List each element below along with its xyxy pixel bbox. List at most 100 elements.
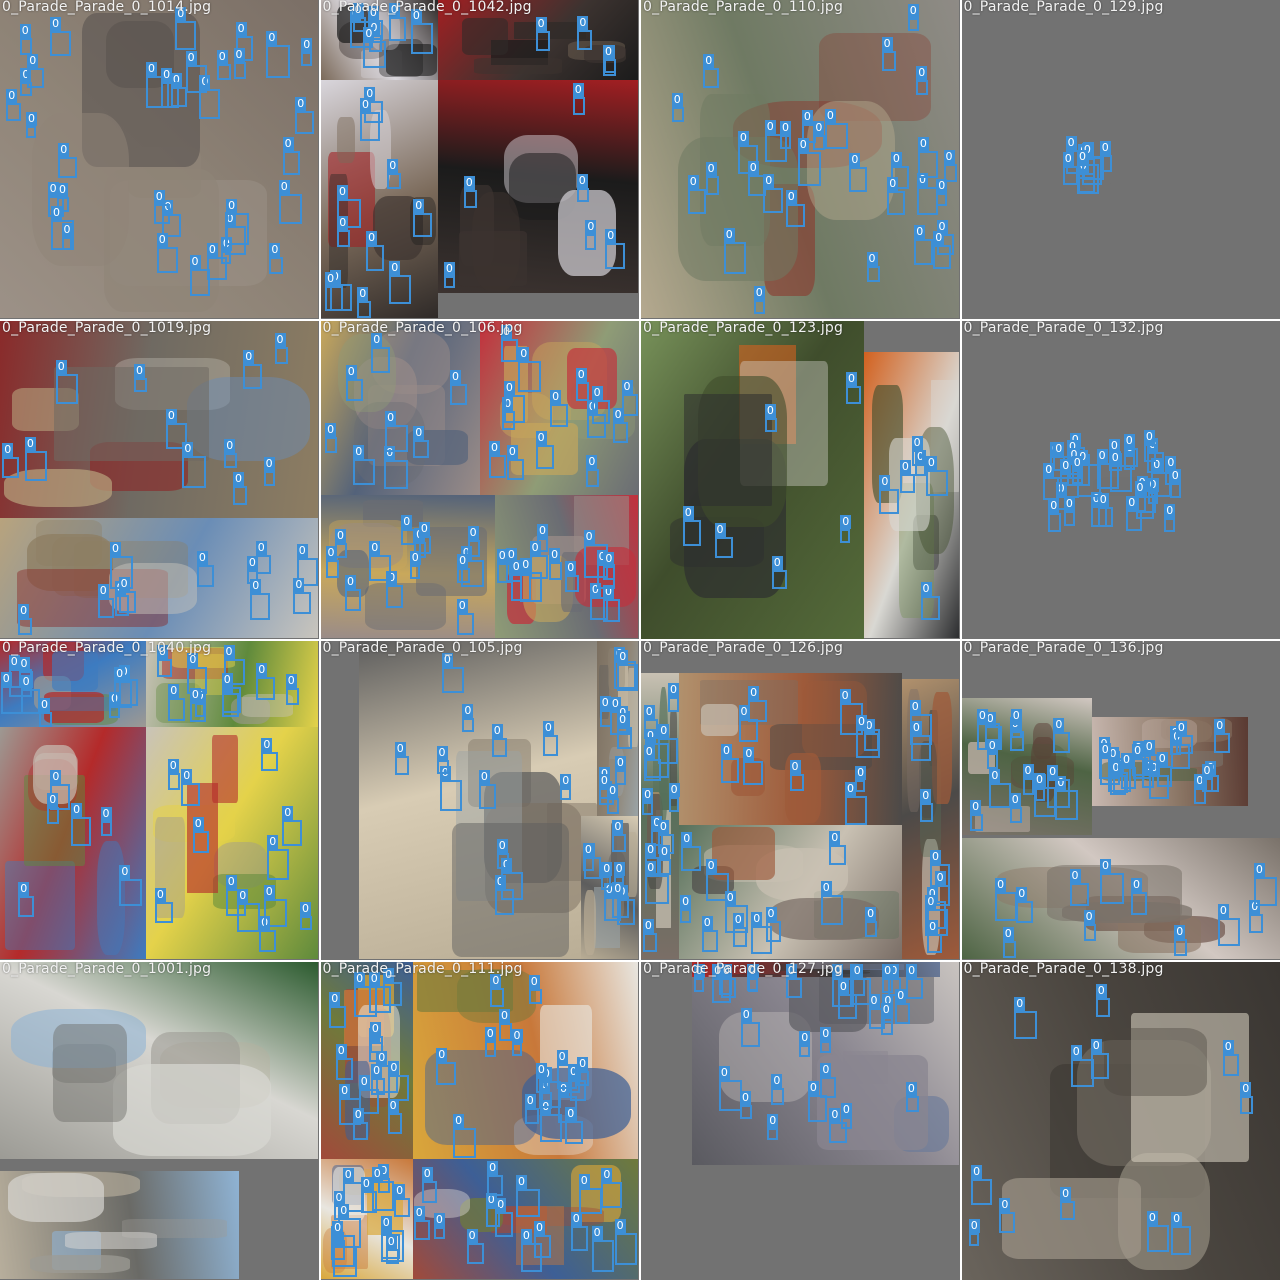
class-label: 0 — [263, 457, 275, 472]
face-bounding-box: 0 — [882, 963, 894, 993]
face-bounding-box: 0 — [1077, 150, 1099, 195]
face-bounding-box: 0 — [520, 558, 543, 602]
class-label: 0 — [489, 440, 500, 455]
class-label: 0 — [879, 474, 891, 489]
class-label: 0 — [917, 172, 928, 187]
face-bounding-box: 0 — [1063, 497, 1075, 527]
class-label: 0 — [206, 242, 218, 257]
face-bounding-box: 0 — [738, 704, 758, 743]
class-label: 0 — [591, 1225, 603, 1240]
photo-detail — [833, 962, 898, 970]
face-bounding-box: 0 — [285, 673, 300, 706]
class-label: 0 — [868, 994, 880, 1009]
face-bounding-box: 0 — [582, 842, 594, 871]
class-label: 0 — [376, 1051, 388, 1066]
face-bounding-box: 0 — [712, 963, 731, 1004]
face-bounding-box: 0 — [39, 697, 52, 727]
class-label: 0 — [24, 436, 36, 451]
class-label: 0 — [27, 53, 39, 68]
class-label: 0 — [385, 1235, 397, 1250]
photo-detail — [65, 1231, 158, 1250]
photo-detail — [1130, 1012, 1250, 1162]
class-label: 0 — [1143, 739, 1155, 754]
face-bounding-box: 0 — [601, 1168, 623, 1209]
face-bounding-box: 0 — [820, 1063, 836, 1099]
class-label: 0 — [110, 541, 121, 556]
class-label: 0 — [601, 1168, 613, 1183]
photo-detail — [186, 782, 219, 893]
class-label: 0 — [282, 136, 294, 151]
face-bounding-box: 0 — [866, 251, 880, 283]
face-bounding-box: 0 — [682, 506, 701, 547]
class-label: 0 — [380, 1215, 392, 1230]
class-label: 0 — [192, 816, 204, 831]
class-label: 0 — [487, 1161, 499, 1176]
class-label: 0 — [723, 228, 735, 243]
face-bounding-box: 0 — [165, 408, 188, 449]
face-bounding-box: 0 — [845, 782, 868, 825]
photo-detail — [112, 1063, 272, 1157]
class-label: 0 — [255, 541, 267, 556]
face-bounding-box: 0 — [243, 350, 262, 389]
class-label: 0 — [882, 963, 894, 978]
face-bounding-box: 0 — [524, 1093, 540, 1125]
face-bounding-box: 0 — [366, 231, 385, 272]
class-label: 0 — [840, 1102, 852, 1117]
face-bounding-box: 0 — [753, 286, 766, 314]
face-bounding-box: 0 — [409, 551, 421, 579]
class-label: 0 — [1071, 455, 1083, 470]
face-bounding-box: 0 — [911, 435, 924, 466]
class-label: 0 — [358, 1074, 370, 1089]
face-bounding-box: 0 — [325, 271, 344, 312]
image-filename: 0_Parade_Parade_0_132.jpg — [963, 320, 1164, 336]
class-label: 0 — [295, 96, 307, 111]
image-filename: 0_Parade_Parade_0_126.jpg — [643, 641, 844, 656]
face-bounding-box: 0 — [572, 83, 586, 115]
class-label: 0 — [851, 963, 863, 978]
class-label: 0 — [1110, 761, 1122, 776]
photo-detail — [4, 469, 112, 507]
face-bounding-box: 0 — [226, 198, 250, 246]
face-bounding-box: 0 — [1043, 462, 1060, 500]
class-label: 0 — [1016, 887, 1028, 902]
class-label: 0 — [196, 551, 208, 565]
class-label: 0 — [801, 110, 813, 125]
face-bounding-box: 0 — [1121, 753, 1137, 790]
class-label: 0 — [366, 231, 378, 246]
face-bounding-box: 0 — [846, 372, 861, 404]
class-label: 0 — [457, 553, 469, 568]
face-bounding-box: 0 — [1131, 878, 1148, 915]
class-label: 0 — [19, 23, 31, 38]
face-bounding-box: 0 — [250, 579, 270, 621]
class-label: 0 — [410, 9, 422, 24]
class-label: 0 — [930, 850, 941, 865]
class-label: 0 — [1099, 141, 1111, 156]
face-bounding-box: 0 — [466, 1228, 485, 1265]
class-label: 0 — [705, 161, 717, 176]
face-bounding-box: 0 — [110, 541, 134, 589]
class-label: 0 — [510, 559, 522, 574]
class-label: 0 — [738, 704, 750, 719]
face-bounding-box: 0 — [1096, 449, 1119, 490]
class-label: 0 — [371, 1167, 383, 1182]
class-label: 0 — [535, 430, 547, 445]
face-bounding-box: 0 — [266, 30, 290, 79]
class-label: 0 — [577, 15, 589, 30]
grid-cell: 0000000000000000000000000000000_Parade_P… — [641, 961, 960, 1280]
face-bounding-box: 0 — [335, 529, 347, 559]
class-label: 0 — [701, 915, 713, 930]
class-label: 0 — [1065, 136, 1077, 150]
class-label: 0 — [413, 425, 425, 440]
class-label: 0 — [681, 832, 693, 847]
class-label: 0 — [246, 556, 258, 571]
class-label: 0 — [18, 604, 30, 619]
face-bounding-box: 0 — [565, 561, 580, 593]
photo-detail — [730, 758, 766, 796]
face-bounding-box: 0 — [329, 991, 347, 1028]
class-label: 0 — [1062, 151, 1074, 166]
class-label: 0 — [1097, 492, 1109, 507]
class-label: 0 — [1022, 764, 1034, 778]
class-label: 0 — [607, 784, 619, 799]
